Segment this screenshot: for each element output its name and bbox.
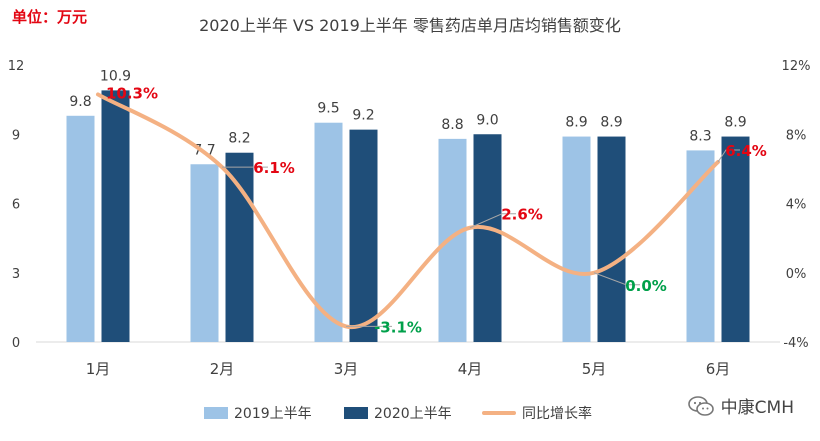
bar-2020-value-label: 9.2: [352, 108, 374, 124]
y-left-tick-label: 6: [12, 198, 20, 213]
bar-2020: [101, 90, 130, 343]
bar-2019: [562, 136, 591, 342]
unit-label: 单位：万元: [12, 8, 88, 26]
bar-2019: [190, 164, 219, 342]
growth-label-leader-line: [469, 213, 516, 229]
x-tick-label: 6月: [706, 360, 731, 378]
y-left-tick-label: 0: [12, 336, 20, 351]
y-left-tick-label: 3: [12, 267, 20, 282]
x-tick-label: 3月: [334, 360, 359, 378]
growth-rate-value-label: 2.6%: [501, 206, 543, 224]
bar-2019-value-label: 8.8: [441, 117, 463, 133]
y-right-tick-label: 4%: [786, 198, 807, 213]
growth-rate-value-label: 10.3%: [106, 84, 158, 102]
legend-label-2020: 2020上半年: [374, 406, 452, 422]
growth-rate-value-label: 6.1%: [253, 159, 295, 177]
bar-2020-value-label: 10.9: [100, 68, 131, 84]
watermark: 中康CMH: [687, 393, 794, 418]
x-tick-label: 4月: [458, 360, 483, 378]
bar-2019-value-label: 9.8: [69, 94, 91, 110]
bar-2020-value-label: 8.2: [228, 131, 250, 147]
y-right-tick-label: 8%: [786, 128, 807, 143]
chart-title: 2020上半年 VS 2019上半年 零售药店单月店均销售额变化: [199, 16, 621, 35]
x-tick-label: 1月: [86, 360, 111, 378]
bar-2020-value-label: 8.9: [600, 115, 622, 131]
y-right-tick-label: 0%: [786, 267, 807, 282]
y-right-tick-label: -4%: [783, 336, 808, 351]
wechat-icon: [687, 395, 714, 416]
bar-2020: [225, 152, 254, 342]
legend-label-2019: 2019上半年: [234, 406, 312, 422]
bar-2020: [721, 136, 750, 342]
y-right-tick-label: 12%: [782, 59, 811, 74]
bar-2019-value-label: 9.5: [317, 101, 339, 117]
watermark-text: 中康CMH: [720, 398, 794, 418]
bar-2020: [473, 134, 502, 342]
growth-rate-value-label: -3.1%: [374, 318, 422, 336]
bar-2019: [438, 138, 467, 342]
growth-label-leader-line: [593, 272, 640, 286]
y-left-tick-label: 12: [8, 59, 25, 74]
bar-2020-value-label: 9.0: [476, 112, 498, 128]
growth-rate-value-label: 0.0%: [625, 277, 667, 295]
bar-2019: [66, 115, 95, 343]
legend-label-growth: 同比增长率: [522, 405, 592, 422]
bar-2020: [597, 136, 626, 342]
growth-rate-value-label: 6.4%: [725, 142, 767, 160]
growth-rate-line: [96, 92, 720, 329]
bar-2020: [349, 129, 378, 342]
bar-2019-value-label: 8.3: [689, 128, 711, 144]
legend-swatch-2019: [204, 407, 228, 419]
x-tick-label: 2月: [210, 360, 235, 378]
legend-swatch-2020: [344, 407, 368, 419]
bar-2019-value-label: 8.9: [565, 115, 587, 131]
y-left-tick-label: 9: [12, 128, 20, 143]
x-tick-label: 5月: [582, 360, 607, 378]
bar-2020-value-label: 8.9: [724, 115, 746, 131]
growth-label-leader-line: [717, 149, 740, 163]
